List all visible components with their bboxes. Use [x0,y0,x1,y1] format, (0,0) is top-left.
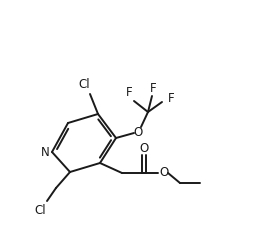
Text: O: O [133,125,143,139]
Text: F: F [168,91,174,104]
Text: Cl: Cl [78,79,90,91]
Text: O: O [139,142,149,154]
Text: Cl: Cl [34,203,46,217]
Text: F: F [126,86,132,99]
Text: F: F [150,81,156,94]
Text: N: N [41,145,49,159]
Text: O: O [159,167,169,179]
